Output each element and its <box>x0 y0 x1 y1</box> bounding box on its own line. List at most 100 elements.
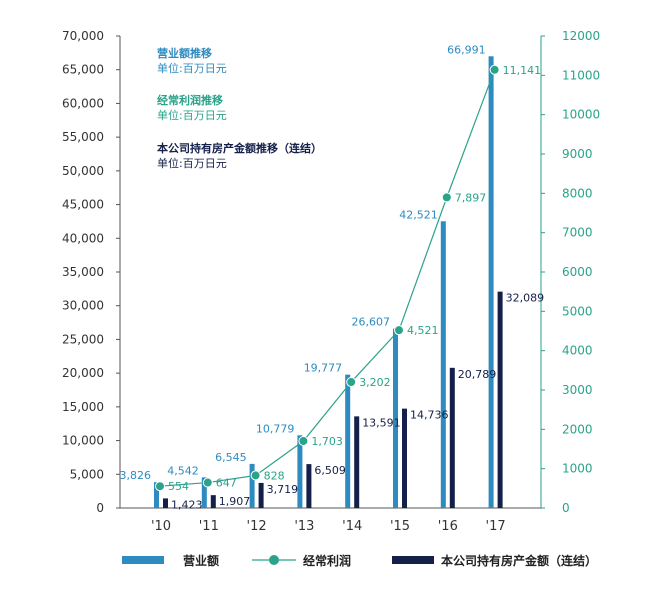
bar-property-label: 20,789 <box>458 368 497 381</box>
point-profit-label: 828 <box>264 469 285 482</box>
bar-revenue <box>488 56 494 509</box>
y-left-tick-label: 60,000 <box>62 96 104 110</box>
bar-swatch-icon <box>392 556 434 564</box>
bar-property-label: 6,509 <box>314 464 346 477</box>
bar-property-label: 13,591 <box>362 416 401 429</box>
annotation-property: 本公司持有房产金额推移（连结） 单位:百万日元 <box>157 141 322 171</box>
bar-property <box>306 464 312 508</box>
y-right-tick-label: 0 <box>562 501 570 515</box>
point-profit-label: 3,202 <box>359 376 391 389</box>
annotation-profit-unit: 单位:百万日元 <box>157 109 227 122</box>
bar-property-label: 3,719 <box>267 483 299 496</box>
bar-property <box>402 408 407 508</box>
bar-property-label: 1,423 <box>171 498 203 511</box>
point-profit <box>489 64 500 75</box>
y-left-tick-label: 30,000 <box>62 299 104 313</box>
bar-revenue-label: 66,991 <box>447 43 486 56</box>
x-tick-label: '14 <box>342 519 362 534</box>
y-left-tick-label: 45,000 <box>62 198 104 212</box>
x-tick-label: '15 <box>390 519 410 534</box>
y-left-tick-label: 35,000 <box>62 265 104 279</box>
bar-revenue-label: 6,545 <box>215 451 247 464</box>
point-profit <box>346 377 357 388</box>
point-profit <box>394 325 404 336</box>
bar-property-label: 14,736 <box>410 409 449 422</box>
y-left-tick-label: 25,000 <box>62 332 104 346</box>
bar-property <box>497 291 503 508</box>
bar-property <box>449 367 455 508</box>
annotation-profit: 经常利润推移 单位:百万日元 <box>157 93 227 123</box>
point-profit <box>155 481 165 492</box>
point-profit-label: 1,703 <box>311 435 343 448</box>
y-right-tick-label: 11000 <box>562 68 600 82</box>
bar-revenue-label: 26,607 <box>352 316 391 329</box>
bar-revenue-label: 19,777 <box>304 362 343 375</box>
line-profit <box>159 69 496 487</box>
y-left-tick-label: 40,000 <box>62 231 104 245</box>
bar-revenue <box>297 435 303 508</box>
y-left-tick-label: 65,000 <box>62 63 104 77</box>
y-right-tick-label: 2000 <box>562 422 593 436</box>
y-left-tick-label: 20,000 <box>62 366 104 380</box>
x-tick-label: '11 <box>199 519 219 534</box>
bar-revenue <box>345 374 351 508</box>
annotation-profit-title: 经常利润推移 <box>157 94 223 107</box>
bar-revenue-label: 42,521 <box>399 208 438 221</box>
annotation-property-title: 本公司持有房产金额推移（连结） <box>157 142 322 155</box>
legend-label-profit: 经常利润 <box>303 554 352 568</box>
y-right-tick-label: 7000 <box>562 226 593 240</box>
point-profit-label: 11,141 <box>503 64 541 77</box>
bar-revenue <box>154 482 159 508</box>
bar-property-label: 32,089 <box>506 292 544 305</box>
y-right-tick-label: 5000 <box>562 304 593 318</box>
y-right-tick-label: 4000 <box>562 344 593 358</box>
y-right-tick-label: 9000 <box>562 147 593 161</box>
point-profit-label: 7,897 <box>455 191 487 204</box>
point-profit <box>250 470 261 481</box>
point-profit <box>202 477 213 488</box>
y-right-tick-label: 8000 <box>562 186 593 200</box>
y-left-tick-label: 70,000 <box>62 29 104 43</box>
point-profit-label: 647 <box>216 477 237 490</box>
y-left-tick-label: 10,000 <box>62 434 104 448</box>
bar-revenue-label: 10,779 <box>256 422 295 435</box>
bar-revenue-label: 3,826 <box>120 469 152 482</box>
bar-revenue <box>440 221 446 508</box>
x-tick-label: '12 <box>247 519 267 534</box>
bar-property <box>210 495 216 508</box>
y-right-tick-label: 10000 <box>562 108 600 122</box>
y-right-tick-label: 3000 <box>562 383 593 397</box>
bar-revenue <box>249 463 255 508</box>
line-marker-dot-icon <box>269 555 279 565</box>
y-left-tick-label: 5,000 <box>70 467 104 481</box>
point-profit <box>441 192 452 203</box>
y-left-tick-label: 55,000 <box>62 130 104 144</box>
legend-label-revenue: 营业额 <box>183 554 220 568</box>
annotation-revenue: 营业额推移 单位:百万日元 <box>157 46 227 76</box>
y-right-tick-label: 12000 <box>562 29 600 43</box>
point-profit-label: 4,521 <box>407 324 439 337</box>
x-tick-label: '10 <box>151 519 171 534</box>
x-tick-label: '17 <box>486 519 506 534</box>
point-profit-label: 554 <box>168 480 189 493</box>
annotation-revenue-title: 营业额推移 <box>157 47 212 60</box>
y-right-tick-label: 6000 <box>562 265 593 279</box>
y-left-tick-label: 50,000 <box>62 164 104 178</box>
y-right-tick-label: 1000 <box>562 462 593 476</box>
y-left-tick-label: 15,000 <box>62 400 104 414</box>
bar-property <box>354 416 360 508</box>
x-tick-label: '16 <box>438 519 458 534</box>
point-profit <box>298 436 309 447</box>
bar-revenue <box>393 328 398 508</box>
annotation-property-unit: 单位:百万日元 <box>157 157 227 170</box>
bar-revenue-label: 4,542 <box>167 464 199 477</box>
y-left-tick-label: 0 <box>96 501 104 515</box>
bar-property <box>258 482 264 508</box>
x-tick-label: '13 <box>294 519 314 534</box>
annotation-revenue-unit: 单位:百万日元 <box>157 62 227 75</box>
bar-property <box>163 498 168 508</box>
bar-revenue <box>201 477 207 508</box>
legend-label-property: 本公司持有房产金额（连结） <box>441 554 598 568</box>
bar-swatch-icon <box>122 556 164 564</box>
